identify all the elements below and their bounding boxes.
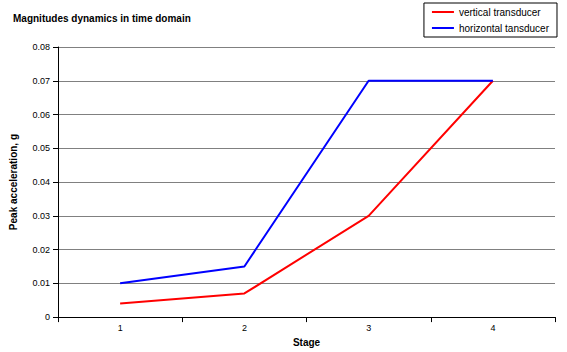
svg-text:0.05: 0.05 <box>32 143 50 153</box>
svg-text:0.04: 0.04 <box>32 177 50 187</box>
svg-text:Magnitudes dynamics in time do: Magnitudes dynamics in time domain <box>13 13 191 24</box>
svg-text:horizontal tansducer: horizontal tansducer <box>459 23 550 34</box>
svg-text:0.06: 0.06 <box>32 110 50 120</box>
svg-text:4: 4 <box>490 323 495 333</box>
svg-text:0.07: 0.07 <box>32 76 50 86</box>
svg-text:vertical transducer: vertical transducer <box>459 7 541 18</box>
svg-text:0.03: 0.03 <box>32 211 50 221</box>
svg-text:3: 3 <box>366 323 371 333</box>
svg-text:1: 1 <box>118 323 123 333</box>
svg-text:0.02: 0.02 <box>32 245 50 255</box>
svg-text:2: 2 <box>242 323 247 333</box>
svg-text:0.08: 0.08 <box>32 42 50 52</box>
svg-text:0.01: 0.01 <box>32 278 50 288</box>
svg-text:Peak acceleration, g: Peak acceleration, g <box>8 134 19 230</box>
svg-text:Stage: Stage <box>293 337 321 348</box>
svg-text:0: 0 <box>45 312 50 322</box>
